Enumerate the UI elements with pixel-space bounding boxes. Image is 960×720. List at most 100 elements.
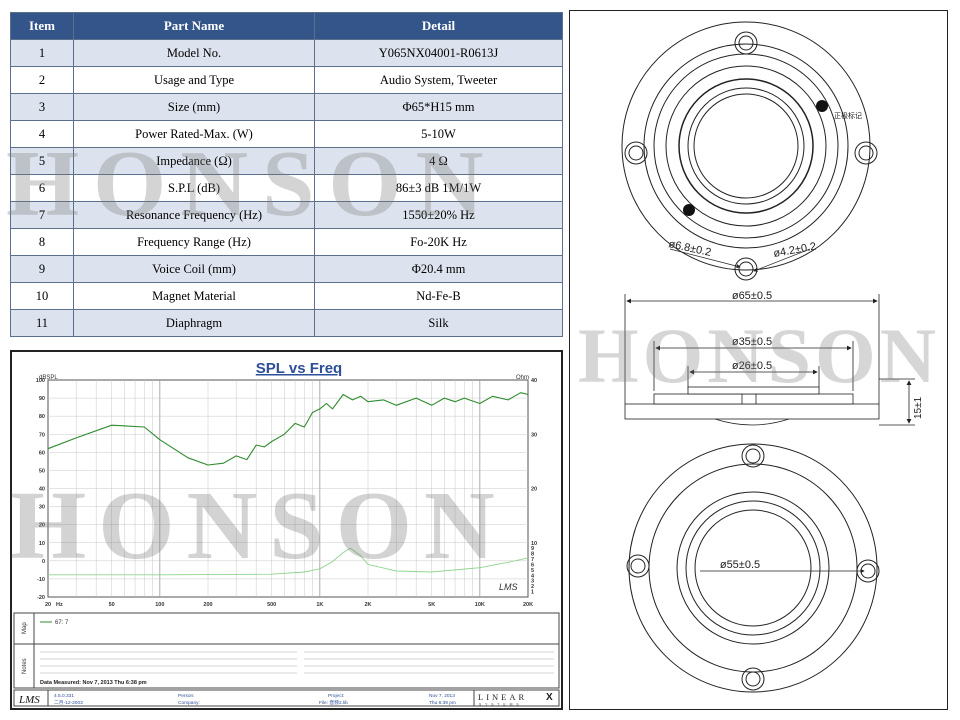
- y-tick-label: 70: [39, 432, 45, 438]
- x-tick-label: 500: [267, 602, 276, 608]
- y-tick-label: 40: [39, 487, 45, 493]
- top-hole-right-inner: [858, 145, 874, 161]
- spec-name-cell: Magnet Material: [73, 282, 315, 310]
- legend-entry: 67: 7: [55, 620, 69, 626]
- x-tick-label: 100: [155, 602, 164, 608]
- spec-detail-cell: 1550±20% Hz: [314, 201, 563, 229]
- y-tick-label: 90: [39, 396, 45, 402]
- footer-brand-mark: X: [546, 692, 553, 703]
- bottom-hole-bottom-inner: [745, 671, 761, 687]
- footer-file: File: 音频2.lib: [319, 699, 348, 706]
- spec-row: 11 Diaphragm Silk: [10, 309, 563, 337]
- header-detail: Detail: [314, 12, 563, 40]
- spec-detail-cell: Fo-20K Hz: [314, 228, 563, 256]
- top-hole-bottom-inner: [738, 261, 754, 277]
- top-hole-bottom: [734, 257, 758, 281]
- side-flange: [624, 403, 880, 420]
- spec-row: 10 Magnet Material Nd-Fe-B: [10, 282, 563, 310]
- spec-name-cell: Voice Coil (mm): [73, 255, 315, 283]
- top-ring-4: [678, 78, 814, 214]
- spec-item-cell: 4: [10, 120, 74, 148]
- bottom-hole-left: [626, 554, 650, 578]
- spec-name-cell: Model No.: [73, 39, 315, 67]
- top-dome-inner: [693, 93, 799, 199]
- y2-tick-label: 2: [531, 584, 534, 590]
- y-tick-label: 50: [39, 468, 45, 474]
- spec-item-cell: 3: [10, 93, 74, 121]
- spec-row: 2 Usage and Type Audio System, Tweeter: [10, 66, 563, 94]
- terminal-dot-1: [816, 100, 828, 112]
- footer-time: Thu 6:39 pm: [429, 700, 456, 706]
- spec-detail-cell: Φ20.4 mm: [314, 255, 563, 283]
- map-box: [13, 612, 560, 645]
- spec-row: 7 Resonance Frequency (Hz) 1550±20% Hz: [10, 201, 563, 229]
- spec-item-cell: 1: [10, 39, 74, 67]
- impedance-curve: [48, 547, 529, 576]
- header-item: Item: [10, 12, 74, 40]
- spec-detail-cell: Φ65*H15 mm: [314, 93, 563, 121]
- y2-axis-label: Ohm: [516, 375, 529, 381]
- dim-hole-leader: [669, 248, 741, 269]
- x-tick-label: 20K: [523, 602, 533, 608]
- top-ring-3: [665, 65, 827, 227]
- terminal-dot-2: [683, 204, 695, 216]
- spec-name-cell: Size (mm): [73, 93, 315, 121]
- side-view: [624, 294, 915, 426]
- spec-item-cell: 8: [10, 228, 74, 256]
- y2-tick-label: 5: [531, 568, 534, 574]
- spec-detail-cell: 86±3 dB 1M/1W: [314, 174, 563, 202]
- x-tick-label: 10K: [475, 602, 485, 608]
- spec-header-row: Item Part Name Detail: [10, 12, 563, 40]
- plot-lms-logo: LMS: [499, 582, 518, 592]
- spec-row: 5 Impedance (Ω) 4 Ω: [10, 147, 563, 175]
- y2-tick-label: 9: [531, 546, 534, 552]
- dim-35: ø35±0.5: [732, 336, 772, 348]
- dim-outer: ø65±0.5: [732, 290, 772, 302]
- x-tick-label: 200: [203, 602, 212, 608]
- footer-brand: LINEAR: [478, 692, 527, 702]
- y2-tick-label: 30: [531, 432, 537, 438]
- spec-name-cell: Impedance (Ω): [73, 147, 315, 175]
- x-unit-label: Hz: [56, 602, 63, 608]
- spec-name-cell: Resonance Frequency (Hz): [73, 201, 315, 229]
- bottom-outer-flange: [628, 443, 878, 693]
- map-side-label: Map: [22, 622, 28, 634]
- y2-tick-label: 6: [531, 562, 534, 568]
- plot-grid: [48, 380, 528, 597]
- y-tick-label: -10: [37, 577, 45, 583]
- y2-tick-label: 1: [531, 590, 534, 596]
- bottom-hole-bottom: [741, 667, 765, 691]
- dim-pin: ø4.2±0.2: [772, 241, 817, 260]
- spl-curve: [47, 392, 529, 466]
- notes-lines: [40, 651, 554, 674]
- spec-detail-cell: 5-10W: [314, 120, 563, 148]
- spec-name-cell: Frequency Range (Hz): [73, 228, 315, 256]
- top-hole-left: [624, 141, 648, 165]
- footer-box: [13, 689, 560, 707]
- dim-26: ø26±0.5: [732, 360, 772, 372]
- spec-row: 6 S.P.L (dB) 86±3 dB 1M/1W: [10, 174, 563, 202]
- bottom-ring-3: [685, 500, 821, 636]
- spec-item-cell: 6: [10, 174, 74, 202]
- x-tick-label: 5K: [428, 602, 435, 608]
- bottom-hole-top-inner: [745, 448, 761, 464]
- spec-table: Item Part Name Detail 1 Model No. Y065NX04…: [10, 12, 563, 337]
- bottom-ring-4: [694, 509, 812, 627]
- chart-title: SPL vs Freq: [256, 360, 342, 377]
- x-tick-label: 2K: [364, 602, 371, 608]
- x-tick-label: 50: [109, 602, 115, 608]
- top-ring-2: [653, 53, 839, 239]
- y2-tick-label: 4: [531, 573, 535, 579]
- spec-row: 8 Frequency Range (Hz) Fo-20K Hz: [10, 228, 563, 256]
- y-tick-label: 30: [39, 505, 45, 511]
- y-tick-label: 20: [39, 523, 45, 529]
- bottom-hole-top: [741, 444, 765, 468]
- y-tick-label: 10: [39, 541, 45, 547]
- y-tick-label: 100: [36, 378, 45, 384]
- axis-ticks: 1009080706050403020100-10-20403020109876…: [36, 378, 537, 608]
- spl-chart-panel: SPL vs Freq dBSPL Ohm 100 90 80 70 60 50 40 30 2…: [10, 350, 563, 710]
- spec-name-cell: Diaphragm: [73, 309, 315, 337]
- x-tick-label: 20: [45, 602, 51, 608]
- spec-row: 1 Model No. Y065NX04001-R0613J: [10, 39, 563, 67]
- spec-item-cell: 5: [10, 147, 74, 175]
